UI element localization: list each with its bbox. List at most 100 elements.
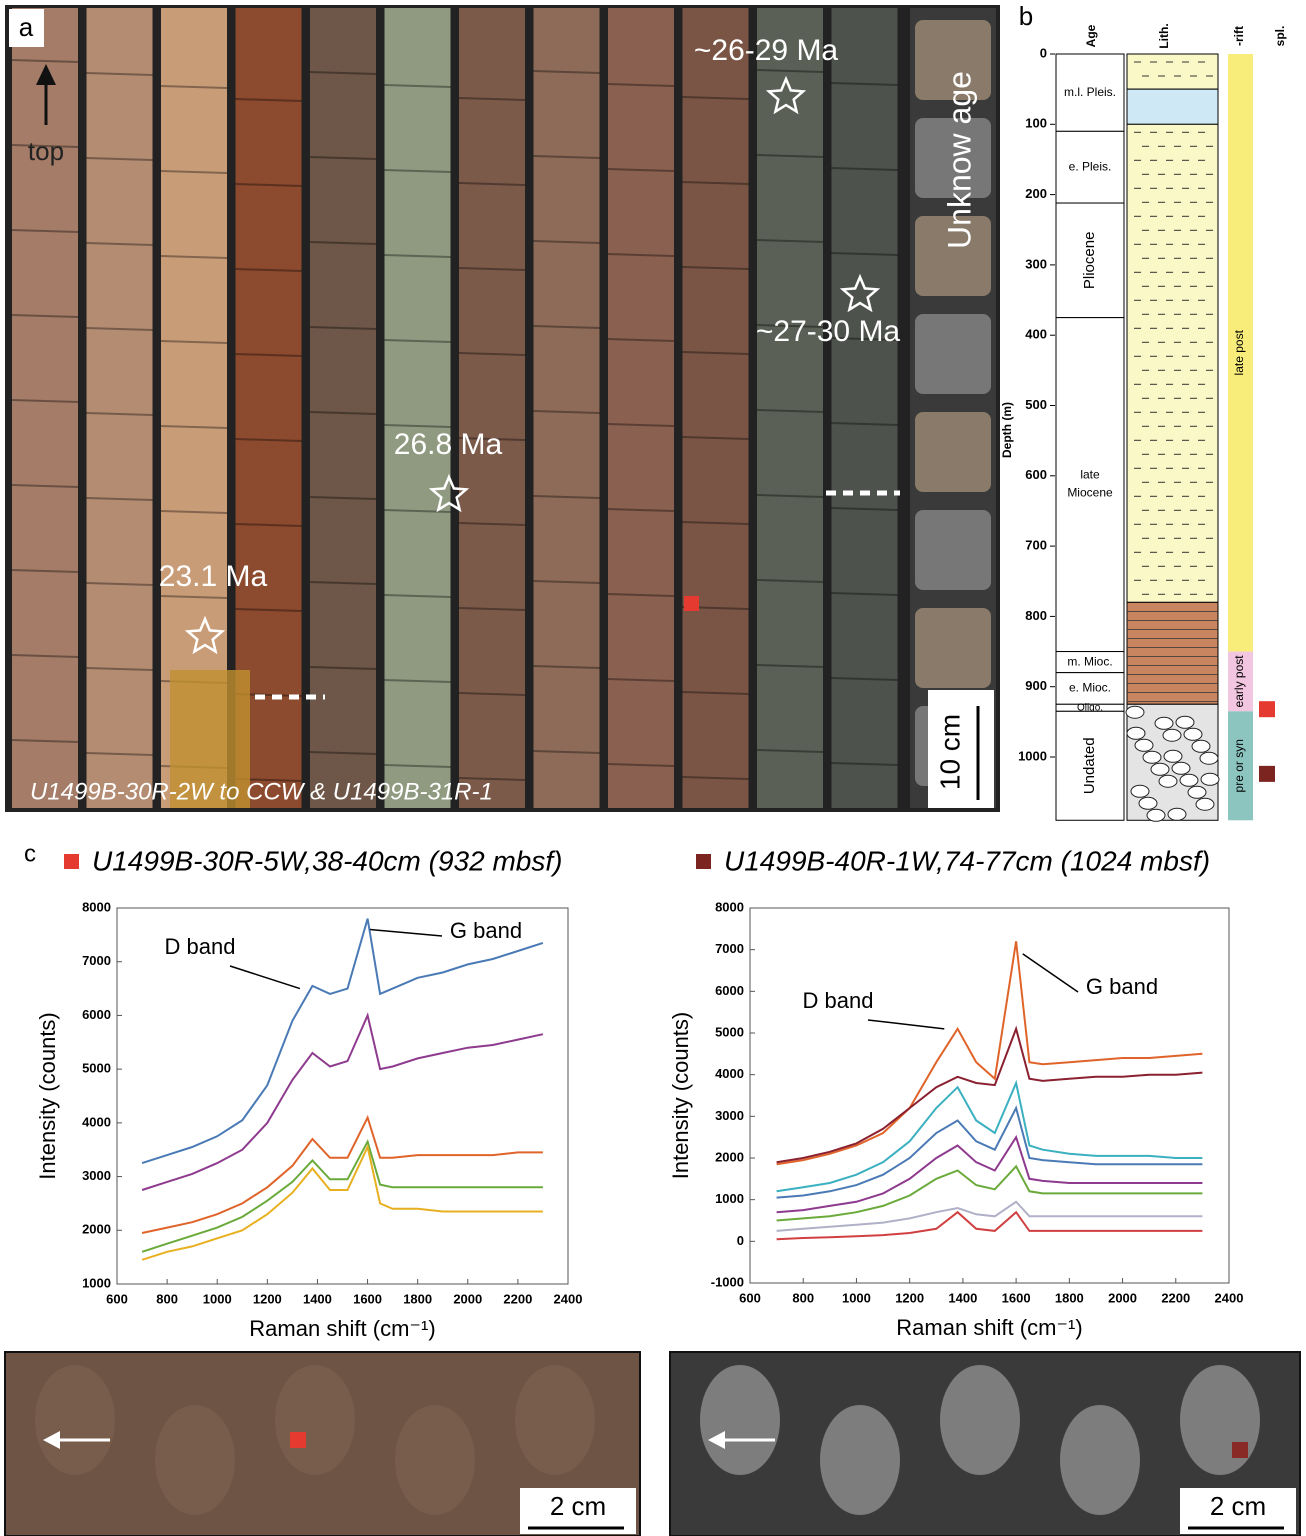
- pattern: [1159, 775, 1177, 787]
- column-header: Lith.: [1157, 23, 1171, 48]
- rock-piece: [915, 510, 991, 590]
- core-strip: [459, 8, 525, 808]
- y-axis-label: Intensity (counts): [668, 1012, 693, 1180]
- y-tick-label: 4000: [715, 1066, 744, 1081]
- panel-label: a: [19, 12, 34, 42]
- arrow-label: top: [28, 136, 64, 166]
- pattern: [1164, 750, 1182, 762]
- x-tick-label: 1400: [948, 1290, 977, 1305]
- rock-piece: [915, 608, 991, 688]
- y-tick-label: 5000: [715, 1024, 744, 1039]
- x-tick-label: 600: [106, 1291, 128, 1306]
- y-tick-label: 3000: [82, 1168, 111, 1183]
- y-tick-label: 6000: [715, 983, 744, 998]
- x-tick-label: 1200: [253, 1291, 282, 1306]
- x-tick-label: 1400: [303, 1291, 332, 1306]
- y-tick-label: 400: [1025, 327, 1047, 342]
- x-tick-label: 600: [739, 1290, 761, 1305]
- scale-label: 2 cm: [550, 1491, 606, 1521]
- y-tick-label: 8000: [82, 899, 111, 914]
- x-tick-label: 2400: [554, 1291, 583, 1306]
- core-strip: [12, 8, 78, 808]
- pattern: [1151, 763, 1169, 775]
- y-tick-label: 700: [1025, 538, 1047, 553]
- x-tick-label: 1200: [895, 1290, 924, 1305]
- pattern: [1192, 740, 1210, 752]
- x-tick-label: 2200: [1161, 1290, 1190, 1305]
- y-tick-label: 7000: [82, 953, 111, 968]
- annotation: D band: [165, 934, 236, 959]
- x-tick-label: 2400: [1215, 1290, 1244, 1305]
- pattern: [1200, 752, 1218, 764]
- sample-marker: [1259, 701, 1275, 717]
- age-name: m.l. Pleis.: [1064, 85, 1116, 99]
- x-axis-label: Raman shift (cm⁻¹): [249, 1316, 435, 1341]
- x-tick-label: 1000: [842, 1290, 871, 1305]
- y-tick-label: 2000: [82, 1222, 111, 1237]
- scale-label: 10 cm: [934, 714, 965, 790]
- core-strip: [683, 8, 749, 808]
- y-tick-label: 1000: [1018, 748, 1047, 763]
- y-tick-label: 900: [1025, 678, 1047, 693]
- chart-title: U1499B-40R-1W,74-77cm (1024 mbsf): [724, 845, 1210, 876]
- lithology-unit: [1127, 124, 1218, 602]
- y-tick-label: 800: [1025, 608, 1047, 623]
- y-tick-label: 3000: [715, 1108, 744, 1123]
- x-tick-label: 1000: [203, 1291, 232, 1306]
- clast: [515, 1365, 595, 1475]
- y-tick-label: 7000: [715, 941, 744, 956]
- core-strip: [310, 8, 376, 808]
- panel-label: b: [1019, 1, 1033, 31]
- lithology-unit: [1127, 602, 1218, 704]
- y-tick-label: 100: [1025, 116, 1047, 131]
- x-tick-label: 2000: [453, 1291, 482, 1306]
- age-label: ~27-30 Ma: [756, 315, 901, 348]
- pattern: [1180, 774, 1198, 786]
- chart-title: U1499B-30R-5W,38-40cm (932 mbsf): [92, 845, 562, 876]
- core-strip: [87, 8, 153, 808]
- pattern: [1188, 786, 1206, 798]
- clast: [1060, 1405, 1140, 1515]
- y-tick-label: 1000: [82, 1275, 111, 1290]
- sample-mark: [290, 1432, 306, 1448]
- y-tick-label: 6000: [82, 1007, 111, 1022]
- core-strip: [832, 8, 898, 808]
- x-tick-label: 800: [156, 1291, 178, 1306]
- clast: [395, 1405, 475, 1515]
- x-tick-label: 2000: [1108, 1290, 1137, 1305]
- y-tick-label: 500: [1025, 397, 1047, 412]
- x-tick-label: 2200: [503, 1291, 532, 1306]
- core-strip: [534, 8, 600, 808]
- age-name: m. Mioc.: [1067, 654, 1112, 668]
- pattern: [1196, 798, 1214, 810]
- annotation: G band: [450, 918, 522, 943]
- pattern: [1127, 727, 1145, 739]
- age-label: ~26-29 Ma: [694, 34, 839, 67]
- rock-piece: [915, 412, 991, 492]
- rift-name: pre or syn: [1232, 739, 1246, 792]
- pattern: [1201, 773, 1219, 785]
- title-marker: [64, 854, 79, 869]
- pattern: [1172, 762, 1190, 774]
- lithology-unit: [1127, 54, 1218, 89]
- core-strip: [608, 8, 674, 808]
- lithology-unit: [1127, 89, 1218, 124]
- age-name: e. Pleis.: [1069, 159, 1112, 173]
- column-header: spl.: [1273, 26, 1287, 47]
- y-axis-label: Intensity (counts): [35, 1012, 60, 1180]
- y-tick-label: 200: [1025, 186, 1047, 201]
- pattern: [1168, 808, 1186, 820]
- pattern: [1126, 706, 1144, 718]
- plot-area: [117, 908, 568, 1284]
- pattern: [1131, 785, 1149, 797]
- clast: [820, 1405, 900, 1515]
- age-name: e. Mioc.: [1069, 681, 1111, 695]
- annotation: G band: [1086, 974, 1158, 999]
- x-tick-label: 1800: [1055, 1290, 1084, 1305]
- clast: [700, 1365, 780, 1475]
- rift-name: early post: [1232, 655, 1246, 708]
- title-marker: [696, 854, 711, 869]
- panel-a: atop~26-29 Ma~27-30 Ma26.8 Ma23.1 MaUnkn…: [5, 5, 1000, 812]
- x-tick-label: 1600: [353, 1291, 382, 1306]
